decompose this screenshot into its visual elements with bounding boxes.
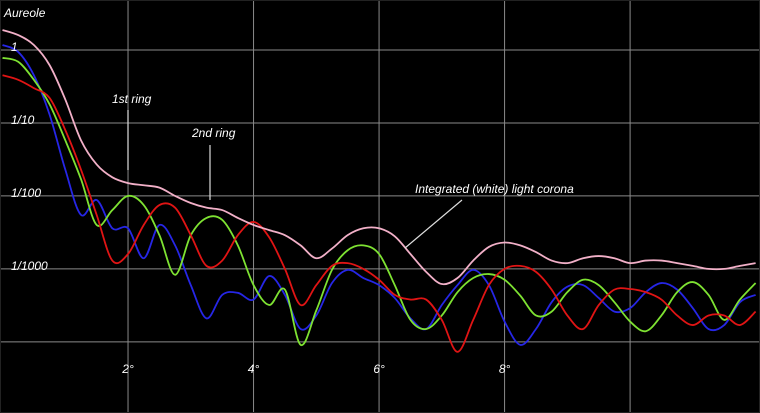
annotation-pointer [404, 199, 463, 249]
series-line [2, 44, 756, 346]
y-tick-label: 1/10 [11, 113, 35, 127]
annotation: Aureole [3, 6, 46, 20]
x-tick-label: 2° [121, 362, 134, 376]
y-tick-label: 1/1000 [11, 259, 48, 273]
x-tick-label: 8° [499, 362, 511, 376]
series-line [2, 56, 757, 346]
series-line [2, 74, 757, 353]
y-tick-label: 1 [11, 40, 18, 54]
x-tick-label: 4° [248, 362, 260, 376]
curves [2, 29, 757, 353]
y-tick-label: 1/100 [11, 186, 41, 200]
series-line [2, 29, 756, 286]
labels: 2° 4° 6° 8° 1 1/10 1/100 1/1000 Aureole 1st ring 2… [3, 6, 574, 376]
x-tick-label: 6° [373, 362, 385, 376]
annotation: 2nd ring [191, 126, 236, 140]
annotation: 1st ring [112, 92, 152, 106]
annotation: Integrated (white) light corona [415, 182, 574, 196]
